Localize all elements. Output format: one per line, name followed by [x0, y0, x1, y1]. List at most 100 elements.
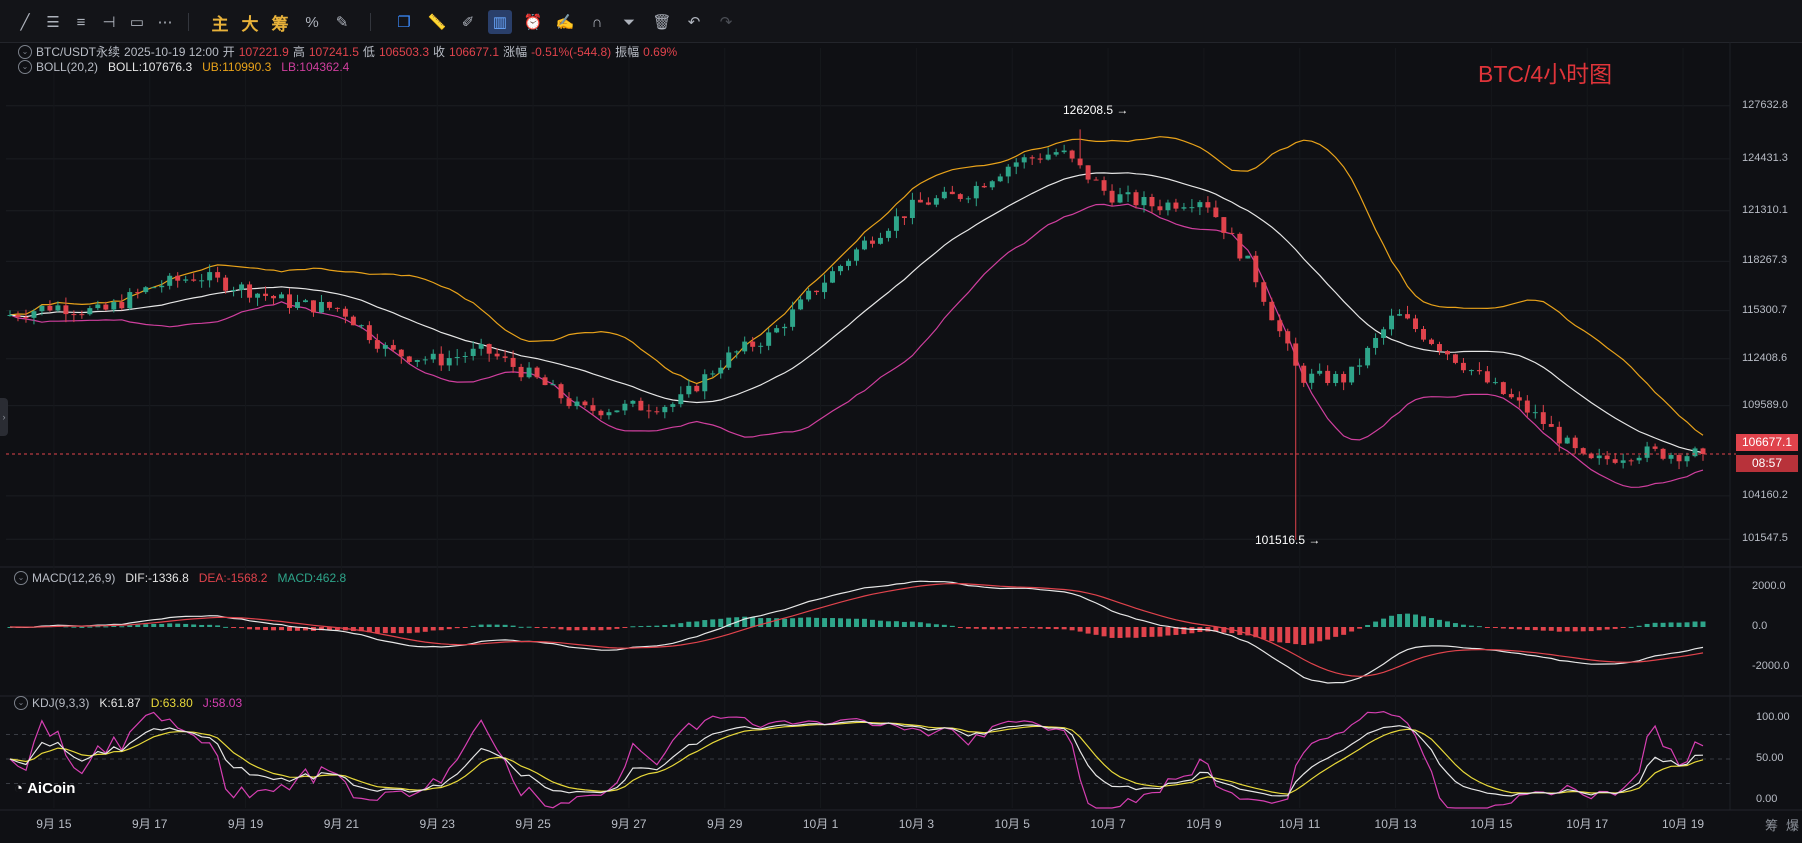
y-tick-label: 127632.8: [1742, 98, 1788, 111]
macd-dea-line: [10, 582, 1704, 677]
candle-body: [670, 404, 676, 407]
large-order-button[interactable]: 大: [241, 14, 259, 34]
parallel-lines-icon[interactable]: ≡: [76, 13, 86, 31]
macd-histogram-bar: [590, 627, 596, 631]
macd-histogram-bar: [814, 617, 820, 627]
chips-button[interactable]: 筹: [271, 14, 289, 34]
redo-icon[interactable]: ↷: [719, 14, 733, 31]
macd-histogram-bar: [1157, 627, 1163, 637]
candle-body: [1516, 397, 1522, 401]
main-indicator-button[interactable]: 主: [211, 14, 229, 34]
boll-toggle-icon[interactable]: ⌄: [18, 60, 32, 74]
candle-body: [103, 304, 109, 310]
candle-body: [279, 294, 284, 299]
candle-body: [1580, 448, 1586, 454]
macd-histogram-bar: [1053, 627, 1059, 630]
candle-body: [1101, 180, 1107, 191]
current-price-tag: 106677.1: [1736, 434, 1798, 451]
candle-body: [1596, 455, 1602, 459]
candle-body: [1053, 152, 1059, 155]
candle-body: [1500, 382, 1506, 395]
candle-body: [71, 314, 77, 316]
macd-dea-value: DEA:-1568.2: [198, 571, 268, 585]
macd-histogram-bar: [694, 621, 700, 627]
line-tool-icon[interactable]: ╱: [20, 14, 30, 31]
macd-histogram-bar: [646, 625, 652, 627]
legend-close-label: 收: [433, 45, 446, 59]
candle-body: [1668, 455, 1674, 459]
candle-body: [1476, 370, 1482, 372]
alert-icon[interactable]: ⏰: [523, 14, 543, 31]
macd-histogram-bar: [1269, 627, 1275, 642]
macd-histogram-bar: [1101, 627, 1107, 637]
macd-toggle-icon[interactable]: ⌄: [14, 571, 28, 585]
candle-body: [263, 293, 269, 296]
x-tick-label: 10月 17: [1566, 817, 1609, 831]
undo-icon[interactable]: ↶: [687, 14, 701, 31]
candle-body: [1397, 314, 1403, 316]
candle-body: [766, 332, 772, 346]
brush-icon[interactable]: ✐: [461, 14, 475, 31]
x-tick-label: 10月 13: [1374, 817, 1417, 831]
candle-body: [1452, 354, 1458, 363]
corner-chips[interactable]: 筹: [1765, 818, 1779, 833]
kdj-toggle-icon[interactable]: ⌄: [14, 696, 28, 710]
candle-body: [590, 405, 596, 411]
macd-histogram-bar: [199, 624, 205, 627]
candle-body: [1508, 394, 1514, 398]
trash-icon[interactable]: 🗑: [652, 14, 672, 31]
macd-dif-line: [9, 580, 1704, 684]
candle-body: [957, 194, 963, 199]
candle-body: [806, 290, 812, 300]
macd-histogram-bar: [430, 627, 436, 631]
kdj-k-line: [9, 720, 1704, 797]
note-icon[interactable]: ✍: [555, 14, 575, 31]
fib-lines-icon[interactable]: ☰: [46, 14, 60, 31]
percent-icon[interactable]: %: [305, 13, 319, 31]
macd-histogram-bar: [1668, 622, 1674, 627]
macd-histogram-bar: [1373, 621, 1379, 627]
macd-histogram-bar: [207, 624, 213, 627]
y-tick-label: 104160.2: [1742, 488, 1788, 501]
more-dots-icon[interactable]: ⋯: [157, 14, 173, 31]
candle-body: [342, 308, 348, 317]
macd-histogram-bar: [255, 627, 261, 630]
macd-histogram-bar: [446, 627, 452, 630]
macd-histogram-bar: [925, 623, 931, 627]
macd-histogram-bar: [1005, 627, 1011, 629]
candle-body: [1357, 365, 1363, 367]
legend-high: 107241.5: [308, 44, 359, 59]
filter-icon[interactable]: ⏷: [622, 13, 635, 31]
magnet-icon[interactable]: ∩: [591, 13, 603, 31]
macd-histogram-bar: [542, 627, 548, 629]
candle-body: [933, 198, 939, 205]
pencil-icon[interactable]: ✎: [335, 14, 349, 31]
collapse-handle[interactable]: ›: [0, 398, 8, 436]
candle-body: [366, 325, 372, 341]
candle-body: [1093, 179, 1099, 181]
macd-histogram-bar: [1436, 619, 1442, 627]
legend-toggle-icon[interactable]: ⌄: [18, 44, 32, 59]
copy-icon[interactable]: ❐: [397, 14, 411, 31]
candle-body: [742, 341, 748, 352]
candle-body: [215, 272, 221, 278]
candle-body: [1644, 446, 1650, 458]
candle-body: [79, 314, 85, 316]
legend-open-label: 开: [222, 45, 235, 59]
boll-mid-line: [9, 172, 1704, 454]
horizontal-line-icon[interactable]: ⊣: [102, 14, 116, 31]
corner-liquidation[interactable]: 爆: [1786, 818, 1800, 833]
kdj-y-tick-label: 50.00: [1756, 752, 1784, 765]
candle-body: [223, 277, 229, 291]
macd-histogram-bar: [143, 624, 149, 627]
candle-body: [438, 353, 444, 366]
rectangle-icon[interactable]: ▭: [129, 14, 145, 31]
candle-type-icon[interactable]: ▥: [488, 10, 512, 34]
candle-body: [454, 357, 460, 359]
ruler-icon[interactable]: 📏: [427, 14, 447, 31]
candle-body: [1205, 202, 1211, 208]
macd-histogram-bar: [1460, 624, 1466, 627]
candle-body: [1181, 207, 1187, 209]
macd-histogram-bar: [438, 627, 444, 631]
